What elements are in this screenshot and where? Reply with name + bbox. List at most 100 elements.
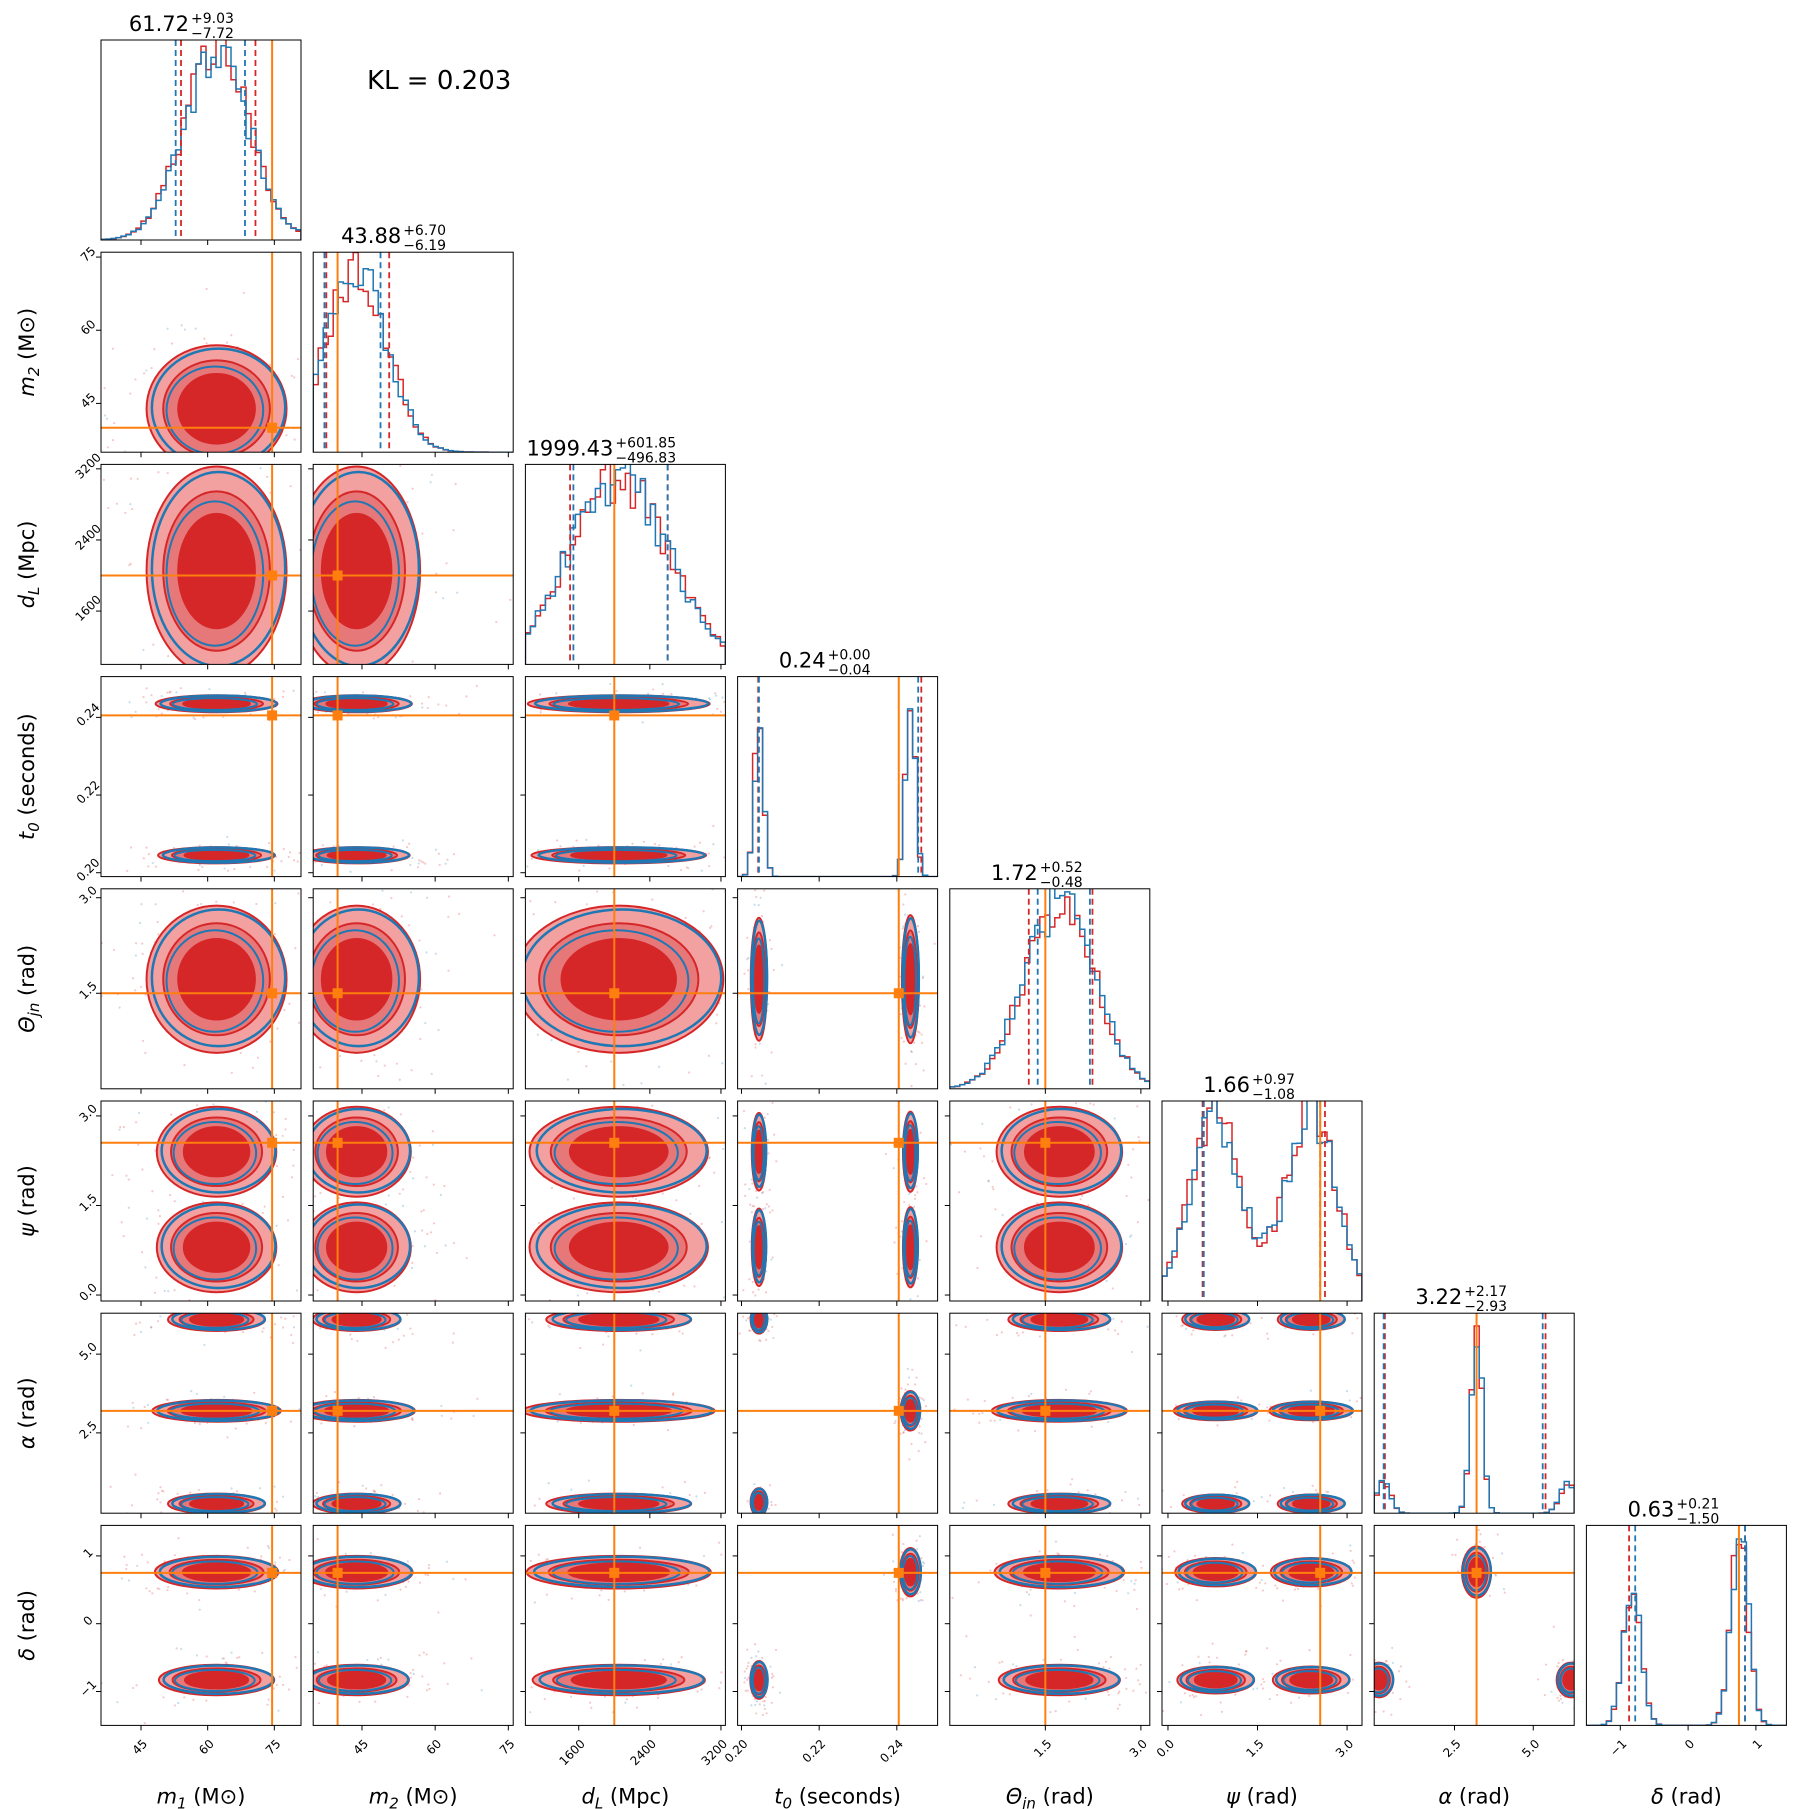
scatter-point (655, 1516, 657, 1518)
scatter-point (712, 843, 715, 846)
scatter-point (441, 597, 445, 600)
scatter-point (1188, 1694, 1191, 1697)
scatter-point (1293, 1588, 1297, 1591)
contour-blue-outer (902, 1112, 920, 1190)
scatter-point (255, 1053, 257, 1055)
scatter-point (976, 1694, 979, 1697)
truth-marker (267, 422, 278, 433)
truth-marker (332, 1567, 343, 1578)
scatter-point (343, 407, 345, 409)
scatter-point (429, 481, 432, 484)
scatter-point (197, 1488, 201, 1492)
panel-m2-vs-dL (292, 453, 514, 681)
scatter-point (115, 502, 119, 505)
scatter-point (651, 1104, 654, 1107)
panel-frame (524, 1312, 726, 1514)
panel-frame (100, 1100, 302, 1302)
panel-frame (100, 676, 302, 878)
scatter-point (420, 988, 423, 991)
scatter-point (555, 692, 558, 695)
scatter-point (651, 1333, 654, 1336)
scatter-point (391, 1069, 393, 1071)
scatter-point (422, 861, 425, 864)
scatter-point (302, 1412, 304, 1414)
scatter-point (290, 374, 293, 377)
scatter-point (1177, 1418, 1180, 1421)
scatter-point (588, 1310, 590, 1312)
scatter-point (1234, 1693, 1237, 1696)
scatter-point (1206, 1518, 1208, 1520)
scatter-point (744, 1689, 747, 1692)
scatter-point (768, 1484, 772, 1487)
contour-blue-inner (565, 1496, 668, 1513)
scatter-point (519, 1493, 521, 1495)
contour-blue-outer (160, 1203, 277, 1290)
scatter-point (916, 1080, 918, 1082)
scatter-point (765, 1338, 768, 1341)
scatter-point (1153, 1302, 1155, 1304)
scatter-point (49, 1502, 51, 1504)
scatter-point (708, 698, 712, 701)
scatter-point (1557, 1661, 1560, 1665)
scatter-point (912, 1309, 914, 1311)
scatter-point (755, 1700, 759, 1703)
panel-frame (100, 463, 302, 665)
scatter-point (323, 691, 327, 694)
scatter-point (914, 1062, 917, 1066)
scatter-point (913, 1041, 916, 1044)
panel-dL-vs-psi (524, 1100, 726, 1302)
scatter-point (653, 842, 657, 846)
scatter-point (987, 1680, 990, 1683)
scatter-point (995, 1333, 999, 1337)
scatter-point (934, 1137, 936, 1139)
scatter-point (625, 1698, 628, 1701)
scatter-point (465, 1582, 467, 1584)
scatter-point (1130, 1176, 1133, 1179)
scatter-point (465, 976, 467, 978)
scatter-point (729, 856, 731, 858)
scatter-point (376, 1658, 379, 1661)
scatter-point (374, 679, 376, 681)
contour-blue-inner (173, 848, 257, 863)
scatter-point (902, 1431, 905, 1435)
scatter-point (331, 453, 333, 455)
scatter-point (167, 1585, 170, 1589)
scatter-point (292, 482, 294, 484)
scatter-point (345, 1590, 348, 1593)
scatter-point (761, 1515, 763, 1517)
scatter-point (1234, 1486, 1237, 1489)
scatter-point (253, 1590, 256, 1593)
scatter-point (286, 1691, 288, 1693)
scatter-point (143, 1722, 146, 1725)
scatter-point (122, 1235, 125, 1238)
scatter-point (290, 1176, 294, 1179)
scatter-point (746, 1678, 749, 1681)
scatter-point (1181, 1664, 1184, 1667)
scatter-point (195, 1304, 197, 1306)
scatter-point (111, 1174, 114, 1177)
scatter-point (1125, 1676, 1128, 1680)
scatter-point (1027, 1394, 1031, 1398)
scatter-point (892, 1560, 895, 1563)
scatter-point (570, 1597, 573, 1600)
panel-frame (524, 1100, 726, 1302)
panel-frame (524, 1524, 726, 1726)
scatter-point (274, 1561, 277, 1564)
scatter-point (394, 716, 397, 719)
scatter-point (151, 1592, 154, 1595)
scatter-point (750, 1211, 753, 1214)
scatter-point (223, 1395, 226, 1398)
scatter-point (294, 1655, 297, 1659)
scatter-point (226, 835, 229, 839)
scatter-point (1167, 1317, 1169, 1319)
scatter-point (999, 1418, 1002, 1421)
scatter-point (163, 1295, 165, 1297)
scatter-point (237, 1588, 240, 1591)
scatter-point (1063, 1600, 1067, 1603)
scatter-point (916, 1191, 919, 1194)
scatter-point (1374, 1659, 1377, 1662)
scatter-point (398, 1192, 401, 1195)
scatter-point (651, 688, 655, 691)
scatter-point (773, 1520, 775, 1522)
scatter-point (1374, 1710, 1377, 1714)
